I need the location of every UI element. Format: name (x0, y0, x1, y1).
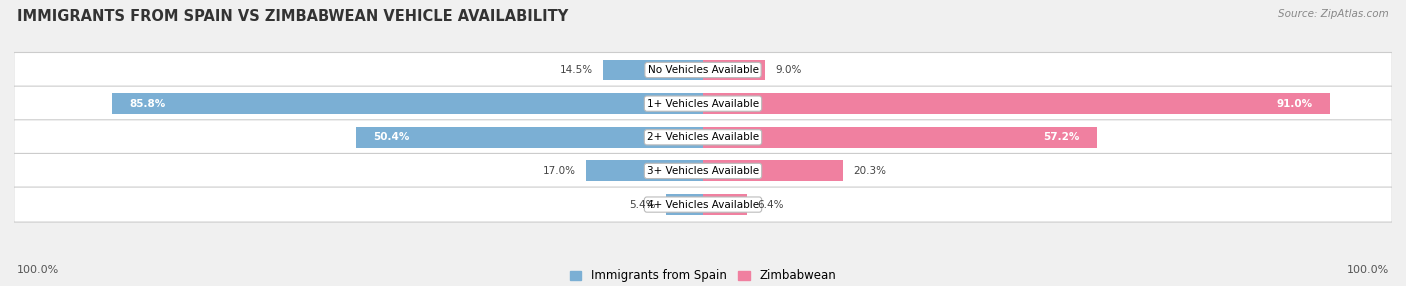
Text: 5.4%: 5.4% (628, 200, 655, 210)
FancyBboxPatch shape (14, 153, 1392, 188)
Text: 6.4%: 6.4% (758, 200, 785, 210)
Bar (703, 93, 1330, 114)
Text: 17.0%: 17.0% (543, 166, 575, 176)
FancyBboxPatch shape (14, 187, 1392, 222)
Bar (703, 59, 765, 80)
Text: 9.0%: 9.0% (775, 65, 801, 75)
FancyBboxPatch shape (14, 120, 1392, 155)
Text: No Vehicles Available: No Vehicles Available (648, 65, 758, 75)
Bar (703, 160, 842, 181)
Text: 100.0%: 100.0% (17, 265, 59, 275)
Text: IMMIGRANTS FROM SPAIN VS ZIMBABWEAN VEHICLE AVAILABILITY: IMMIGRANTS FROM SPAIN VS ZIMBABWEAN VEHI… (17, 9, 568, 23)
Bar (666, 194, 703, 215)
Text: 14.5%: 14.5% (560, 65, 593, 75)
Legend: Immigrants from Spain, Zimbabwean: Immigrants from Spain, Zimbabwean (569, 269, 837, 282)
Bar (112, 93, 703, 114)
Bar (586, 160, 703, 181)
Text: 2+ Vehicles Available: 2+ Vehicles Available (647, 132, 759, 142)
Bar (603, 59, 703, 80)
Bar (356, 127, 703, 148)
Text: 91.0%: 91.0% (1277, 99, 1313, 109)
Text: 100.0%: 100.0% (1347, 265, 1389, 275)
Text: Source: ZipAtlas.com: Source: ZipAtlas.com (1278, 9, 1389, 19)
Bar (703, 127, 1097, 148)
Text: 4+ Vehicles Available: 4+ Vehicles Available (647, 200, 759, 210)
Text: 85.8%: 85.8% (129, 99, 166, 109)
Text: 3+ Vehicles Available: 3+ Vehicles Available (647, 166, 759, 176)
Text: 1+ Vehicles Available: 1+ Vehicles Available (647, 99, 759, 109)
FancyBboxPatch shape (14, 53, 1392, 88)
Text: 57.2%: 57.2% (1043, 132, 1080, 142)
Text: 20.3%: 20.3% (853, 166, 886, 176)
Bar (703, 194, 747, 215)
Text: 50.4%: 50.4% (373, 132, 409, 142)
FancyBboxPatch shape (14, 86, 1392, 121)
